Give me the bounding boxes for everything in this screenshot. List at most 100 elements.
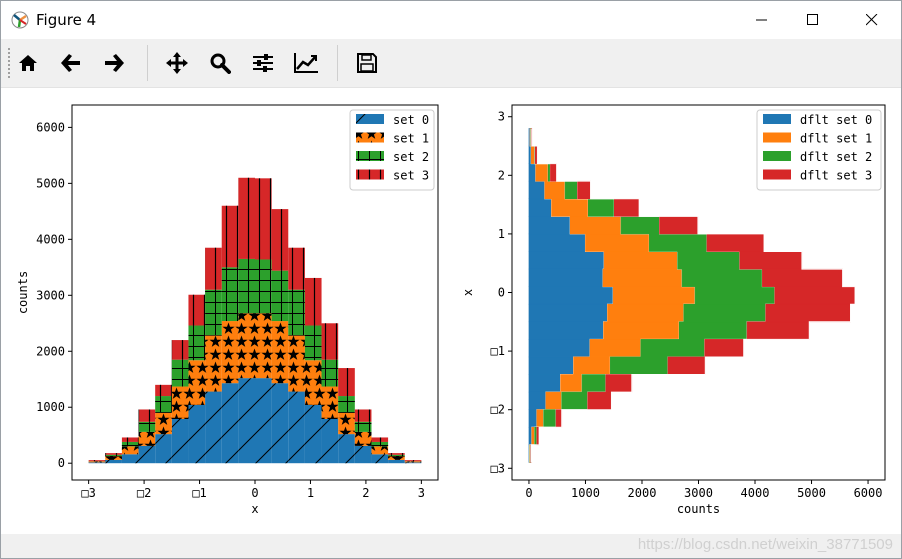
arrow-right-icon xyxy=(105,54,124,72)
legend-label: set 0 xyxy=(393,113,429,127)
y-tick-label: 3000 xyxy=(36,288,65,302)
legend-swatch-hatch xyxy=(356,114,384,124)
bar-hatch-set3 xyxy=(388,453,405,455)
legend-label: dflt set 3 xyxy=(800,169,872,183)
hbar-set1 xyxy=(602,268,683,287)
bar-hatch-set1 xyxy=(388,456,405,460)
bar-hatch-set0 xyxy=(188,405,206,464)
maximize-button[interactable] xyxy=(790,1,836,39)
hbar-set0 xyxy=(528,374,561,393)
legend-label: set 1 xyxy=(393,132,429,146)
bar-hatch-set2 xyxy=(288,289,305,336)
hbar-set3 xyxy=(605,374,633,393)
pan-button[interactable] xyxy=(160,46,194,80)
toolbar-grip[interactable] xyxy=(7,47,11,79)
bar-hatch-set3 xyxy=(288,247,305,290)
x-tick-label: 6000 xyxy=(854,486,883,500)
legend-swatch xyxy=(763,151,791,161)
bar-hatch-set2 xyxy=(255,259,272,314)
bar-hatch-set0 xyxy=(288,391,305,464)
bar-hatch-set3 xyxy=(188,294,206,326)
y-tick-label: □2 xyxy=(491,403,505,417)
hbar-set0 xyxy=(528,409,538,428)
legend-label: set 3 xyxy=(393,169,429,183)
hbar-set3 xyxy=(765,303,851,323)
hbar-set1 xyxy=(573,356,611,375)
watermark-text: https://blog.csdn.net/weixin_38771509 xyxy=(637,536,893,553)
bar-hatch-set3 xyxy=(121,437,139,442)
bar-hatch-set2 xyxy=(171,359,189,387)
bar-hatch-set2 xyxy=(271,270,289,322)
y-tick-label: 3 xyxy=(498,110,505,124)
hbar-set2 xyxy=(581,374,607,393)
bar-hatch-set0 xyxy=(171,418,189,464)
x-tick-label: 3000 xyxy=(684,486,713,500)
floppy-disk-icon xyxy=(357,53,377,73)
left-axes: □3 □2 □1 0 1 2 3 0 1000 2000 3000 4000 5000 6000 x coun… xyxy=(16,104,439,516)
edit-axes-button[interactable] xyxy=(289,46,323,80)
bar-hatch-set0 xyxy=(371,454,389,464)
bar-hatch-set3 xyxy=(155,384,172,397)
move-icon xyxy=(166,52,188,74)
y-tick-label: 5000 xyxy=(36,176,65,190)
close-button[interactable] xyxy=(849,1,895,39)
hbar-set2 xyxy=(640,339,706,358)
legend-swatch xyxy=(763,132,791,143)
y-tick-label: 1 xyxy=(498,227,505,241)
sliders-icon xyxy=(253,54,273,72)
toolbar-separator xyxy=(147,45,148,81)
zoom-button[interactable] xyxy=(203,46,237,80)
bar-hatch-set1 xyxy=(121,446,139,455)
bar-hatch-set1 xyxy=(304,360,322,405)
y-tick-label: □3 xyxy=(491,461,505,475)
hbar-set3 xyxy=(587,391,612,410)
bar-hatch-set3 xyxy=(338,368,355,397)
x-tick-label: 0 xyxy=(525,486,532,500)
bar-hatch-set3 xyxy=(354,409,372,422)
bar-hatch-set3 xyxy=(105,453,122,455)
maximize-icon xyxy=(807,14,818,25)
bar-hatch-set0 xyxy=(321,418,339,464)
bar-hatch-set0 xyxy=(354,445,372,464)
hbar-set1 xyxy=(551,198,589,217)
bar-hatch-set2 xyxy=(221,267,239,322)
window-title: Figure 4 xyxy=(36,11,97,29)
bar-hatch-set2 xyxy=(321,359,339,387)
legend-swatch-hatch xyxy=(356,132,384,143)
hbar-set3 xyxy=(774,286,856,305)
forward-button[interactable] xyxy=(97,46,131,80)
bar-hatch-set2 xyxy=(354,421,372,432)
save-button[interactable] xyxy=(350,46,384,80)
hbar-set0 xyxy=(528,303,608,323)
home-button[interactable] xyxy=(11,46,45,80)
hbar-set1 xyxy=(569,216,622,235)
bar-hatch-set0 xyxy=(338,434,355,464)
bar-hatch-set1 xyxy=(271,321,289,384)
bar-hatch-set0 xyxy=(88,462,106,464)
hbar-set0 xyxy=(528,286,614,305)
back-button[interactable] xyxy=(54,46,88,80)
x-tick-label: □2 xyxy=(137,486,151,500)
figure-canvas[interactable]: □3 □2 □1 0 1 2 3 0 1000 2000 3000 4000 5000 6000 x coun… xyxy=(1,88,901,534)
hbar-set3 xyxy=(555,409,563,428)
hbar-set0 xyxy=(528,180,546,200)
x-axis-label: counts xyxy=(677,502,720,516)
title-bar: Figure 4 xyxy=(1,1,901,39)
legend: set 0 set 1 set 2 set 3 xyxy=(349,109,435,191)
magnifier-icon xyxy=(210,53,231,74)
hbar-set3 xyxy=(577,180,591,200)
x-tick-label: 0 xyxy=(251,486,258,500)
bar-hatch-set2 xyxy=(188,325,206,361)
bar-hatch-set3 xyxy=(88,460,106,462)
hbar-set0 xyxy=(528,163,537,182)
hbar-set0 xyxy=(528,233,586,252)
y-tick-label: 2000 xyxy=(36,344,65,358)
minimize-button[interactable] xyxy=(739,1,785,39)
bar-hatch-set3 xyxy=(321,323,339,360)
y-tick-label: 2 xyxy=(498,168,505,182)
hbar-set2 xyxy=(678,321,748,340)
x-tick-label: 2000 xyxy=(628,486,657,500)
legend-label: dflt set 0 xyxy=(800,113,872,127)
subplots-button[interactable] xyxy=(246,46,280,80)
